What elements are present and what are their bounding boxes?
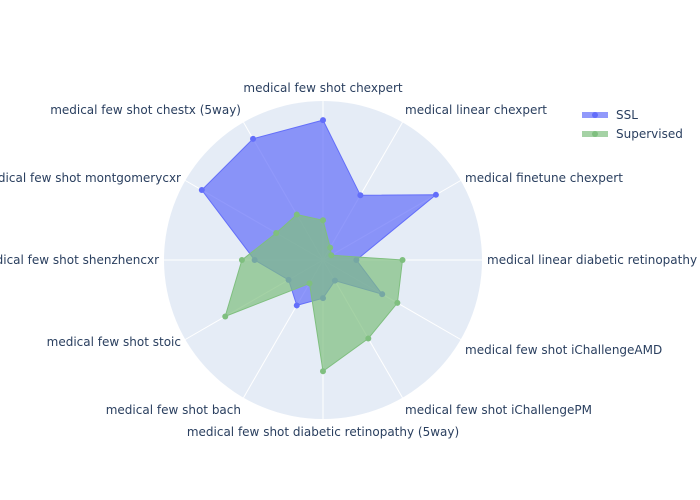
data-point-ssl-3[interactable] <box>320 117 326 124</box>
axis-label-8: medical few shot bach <box>106 403 241 417</box>
data-point-supervised-6[interactable] <box>238 257 245 263</box>
data-point-ssl-5[interactable] <box>198 187 205 194</box>
axis-label-6: medical few shot shenzhencxr <box>0 253 159 267</box>
data-point-ssl-1[interactable] <box>432 191 439 198</box>
legend-marker <box>592 131 598 137</box>
legend-item-supervised[interactable]: Supervised <box>582 127 683 141</box>
legend-item-ssl[interactable]: SSL <box>582 108 638 122</box>
legend-label: Supervised <box>616 127 683 141</box>
axis-label-11: medical few shot iChallengeAMD <box>465 343 662 357</box>
data-point-supervised-4[interactable] <box>293 211 300 218</box>
axis-label-7: medical few shot stoic <box>47 335 181 349</box>
data-point-supervised-7[interactable] <box>222 313 229 320</box>
data-point-supervised-2[interactable] <box>327 244 334 251</box>
axis-label-9: medical few shot diabetic retinopathy (5… <box>187 425 459 439</box>
data-point-supervised-1[interactable] <box>328 252 335 259</box>
series-supervised <box>222 211 406 375</box>
data-point-supervised-0[interactable] <box>399 257 406 263</box>
axis-label-10: medical few shot iChallengePM <box>405 403 592 417</box>
data-point-supervised-8[interactable] <box>306 280 313 287</box>
axis-label-1: medical finetune chexpert <box>465 171 623 185</box>
legend: SSL Supervised <box>582 108 683 141</box>
data-point-ssl-8[interactable] <box>293 302 300 309</box>
axis-labels: medical linear diabetic retinopathy medic… <box>0 81 697 439</box>
axis-label-5: medical few shot montgomerycxr <box>0 171 181 185</box>
axis-label-2: medical linear chexpert <box>405 103 547 117</box>
series-layer <box>198 117 439 375</box>
data-point-supervised-9[interactable] <box>320 368 326 375</box>
data-point-supervised-11[interactable] <box>394 299 401 306</box>
legend-label: SSL <box>616 108 638 122</box>
axis-label-4: medical few shot chestx (5way) <box>50 103 241 117</box>
axis-label-3: medical few shot chexpert <box>243 81 402 95</box>
data-point-supervised-3[interactable] <box>320 217 326 224</box>
data-point-ssl-4[interactable] <box>250 135 257 142</box>
axis-label-0: medical linear diabetic retinopathy <box>487 253 697 267</box>
data-point-supervised-10[interactable] <box>365 335 372 342</box>
data-point-ssl-2[interactable] <box>357 192 364 199</box>
data-point-supervised-5[interactable] <box>273 229 280 236</box>
legend-marker <box>592 112 598 118</box>
